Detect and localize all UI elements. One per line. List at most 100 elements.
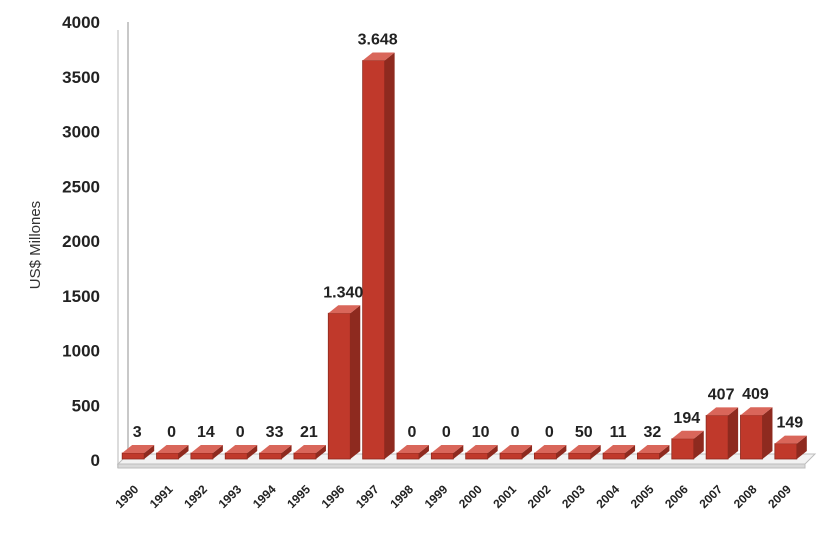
- y-tick-label: 1500: [62, 287, 100, 306]
- data-label: 1.340: [323, 284, 363, 301]
- bar-front: [705, 415, 729, 460]
- bar-top: [671, 430, 704, 439]
- bar-top: [568, 445, 601, 453]
- x-tick-label: 2005: [628, 482, 657, 511]
- bar-top: [293, 445, 326, 453]
- bar-front: [121, 452, 145, 460]
- bar-side: [384, 52, 395, 459]
- y-tick-label: 3000: [62, 123, 100, 142]
- bar-front: [156, 452, 179, 460]
- bar: [396, 445, 429, 460]
- bar-side: [315, 445, 326, 459]
- bar-side: [350, 305, 361, 459]
- bar-front: [637, 452, 660, 460]
- y-axis-label: US$ Millones: [27, 201, 44, 289]
- x-tick-label: 1995: [284, 482, 313, 511]
- data-label: 0: [511, 424, 520, 441]
- bar: [430, 445, 464, 460]
- x-tick-label: 1996: [319, 482, 348, 511]
- bar: [705, 407, 739, 460]
- bar-side: [418, 445, 429, 459]
- bar-front: [259, 452, 282, 460]
- bar: [465, 445, 498, 460]
- bar: [362, 52, 395, 460]
- bar-side: [796, 435, 807, 459]
- data-label: 149: [776, 415, 803, 432]
- bar-side: [625, 445, 636, 459]
- bar-front: [293, 452, 317, 460]
- x-tick-label: 2004: [593, 482, 622, 511]
- bar-front: [533, 452, 557, 460]
- bar-side: [247, 445, 258, 459]
- bar-side: [693, 430, 704, 459]
- bar-front: [430, 452, 454, 460]
- bar-side: [659, 445, 670, 459]
- bar-top: [362, 52, 395, 61]
- bar-front: [602, 452, 626, 460]
- y-tick-label: 0: [91, 451, 100, 470]
- data-label: 33: [266, 424, 284, 441]
- bar: [533, 445, 567, 460]
- y-tick-label: 2500: [62, 177, 100, 196]
- bar-top: [637, 445, 670, 453]
- bar: [259, 445, 292, 460]
- data-label: 194: [673, 410, 700, 427]
- bar-side: [590, 445, 601, 459]
- bar-front: [465, 452, 489, 460]
- data-label: 409: [742, 386, 769, 403]
- bar-top: [259, 445, 292, 453]
- data-label: 0: [545, 424, 554, 441]
- bar-top: [603, 445, 636, 453]
- bar-top: [122, 445, 155, 453]
- bar-top: [740, 407, 773, 416]
- chart-floor-edge: [117, 463, 806, 469]
- bar-front: [499, 452, 523, 460]
- bar: [568, 445, 601, 460]
- data-label: 0: [442, 424, 451, 441]
- bar-front: [190, 452, 214, 460]
- bar-front: [396, 452, 420, 460]
- x-tick-label: 2008: [731, 482, 760, 511]
- bar-side: [212, 445, 223, 459]
- bar-front: [362, 60, 386, 460]
- data-label: 0: [167, 424, 176, 441]
- bar: [121, 445, 155, 460]
- bar: [190, 445, 223, 460]
- bar-top: [396, 445, 429, 453]
- data-label: 14: [197, 424, 215, 441]
- bar-front: [327, 312, 351, 460]
- bar-side: [144, 445, 155, 459]
- y-tick-label: 2000: [62, 232, 100, 251]
- data-label: 11: [610, 424, 627, 441]
- bar-side: [453, 445, 464, 459]
- data-label: 3.648: [358, 32, 398, 49]
- data-label: 0: [236, 424, 245, 441]
- data-label: 407: [708, 386, 735, 403]
- bar-top: [156, 445, 189, 453]
- x-tick-label: 1993: [216, 482, 245, 511]
- x-tick-label: 1991: [147, 482, 176, 511]
- x-tick-label: 2007: [696, 482, 725, 511]
- bar-front: [671, 438, 695, 460]
- x-tick-label: 1994: [250, 482, 279, 511]
- x-tick-label: 1990: [113, 482, 142, 511]
- bar-side: [762, 407, 773, 459]
- data-label: 32: [644, 424, 662, 441]
- bar-front: [568, 452, 592, 460]
- bar-top: [190, 445, 223, 453]
- x-tick-label: 2000: [456, 482, 485, 511]
- y-tick-label: 1000: [62, 342, 100, 361]
- bar: [156, 445, 189, 460]
- bar-top: [500, 445, 533, 453]
- bar-side: [728, 407, 739, 459]
- bar: [224, 445, 258, 460]
- x-tick-label: 2006: [662, 482, 691, 511]
- bar: [671, 430, 704, 460]
- x-tick-label: 2003: [559, 482, 588, 511]
- bar-front: [224, 452, 248, 460]
- bar-top: [431, 445, 464, 453]
- x-tick-label: 1992: [181, 482, 210, 511]
- bar-side: [556, 445, 567, 459]
- bar-front: [774, 443, 798, 460]
